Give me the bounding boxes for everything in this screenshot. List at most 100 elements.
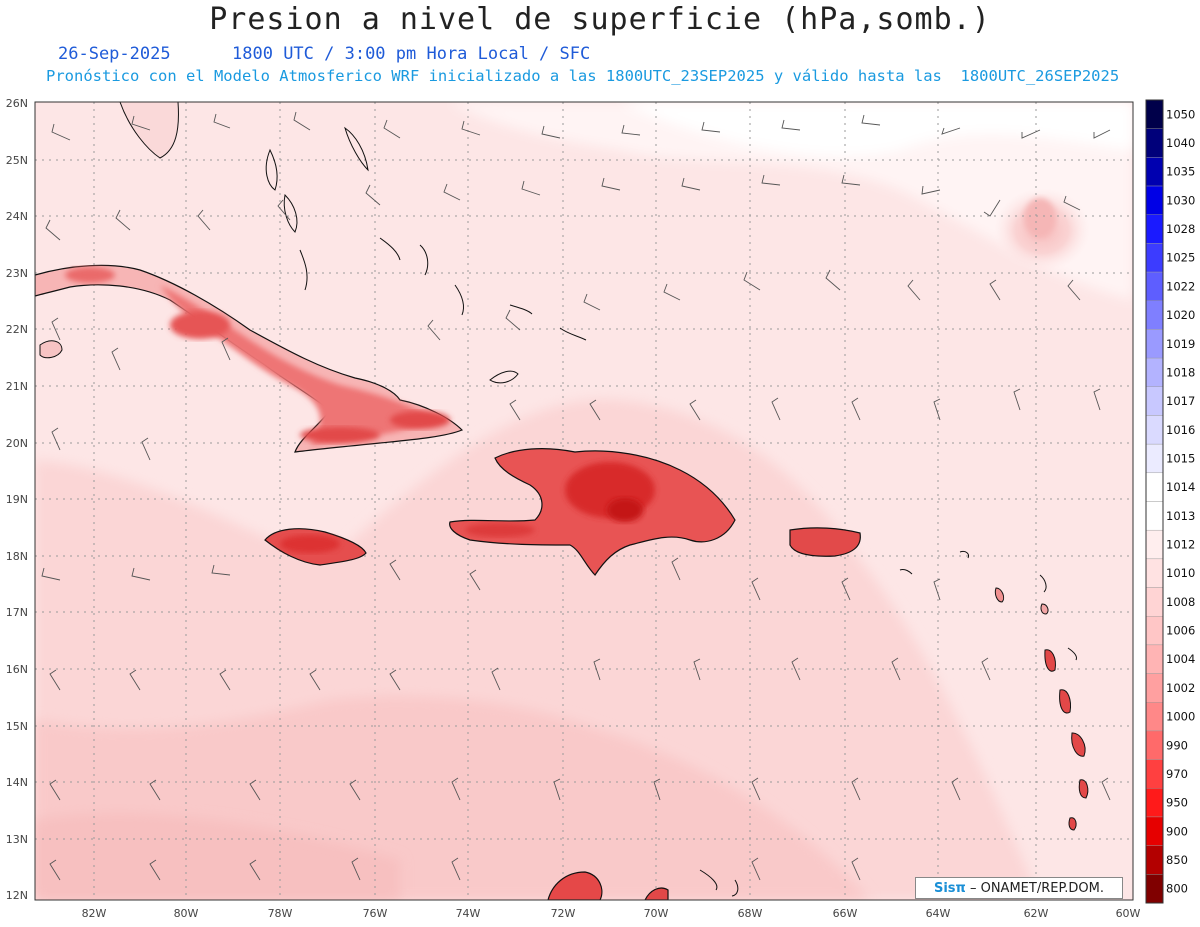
colorbar-swatch [1145,587,1164,617]
lat-label: 23N [6,267,28,280]
lon-label: 66W [833,907,858,920]
lat-label: 26N [6,97,28,110]
lon-label: 72W [551,907,576,920]
colorbar-label: 1035 [1166,165,1195,179]
colorbar-label: 1025 [1166,251,1195,265]
colorbar-label: 1019 [1166,337,1195,351]
model-info-line: Pronóstico con el Modelo Atmosferico WRF… [46,67,1120,85]
colorbar-label: 1022 [1166,279,1195,293]
colorbar-swatch [1145,300,1164,330]
lat-label: 18N [6,550,28,563]
credit-text: – ONAMET/REP.DOM. [969,881,1104,896]
wind-barbs [41,111,1111,881]
colorbar-swatch [1145,529,1164,560]
colorbar-label: 1017 [1166,394,1195,408]
colorbar-label: 1012 [1166,538,1195,552]
colorbar-label: 1030 [1166,193,1195,207]
colorbar-frame [1145,99,1164,904]
colorbar-label: 1004 [1166,652,1195,666]
map-title: Presion a nivel de superficie (hPa,somb.… [209,2,991,37]
lat-label: 21N [6,380,28,393]
lat-label: 24N [6,210,28,223]
colorbar-swatch [1145,673,1164,703]
colorbar-swatch [1145,558,1164,588]
lon-label: 80W [174,907,199,920]
forecast-time: 1800 UTC / 3:00 pm Hora Local / SFC [232,44,591,64]
plot-frame [34,101,1134,901]
colorbar-label: 1000 [1166,710,1195,724]
forecast-date: 26-Sep-2025 [58,44,171,64]
longitude-labels: 82W 80W 78W 76W 74W 72W 70W 68W 66W 64W … [82,907,1141,920]
date-time-line: 26-Sep-2025 1800 UTC / 3:00 pm Hora Loca… [58,44,590,64]
lat-label: 19N [6,493,28,506]
lat-label: 14N [6,776,28,789]
colorbar-swatch [1145,243,1164,273]
colorbar-swatch [1145,271,1164,301]
colorbar-swatch [1145,759,1164,789]
colorbar-label: 970 [1166,767,1188,781]
lon-label: 70W [644,907,669,920]
colorbar-label: 1050 [1166,107,1195,121]
colorbar-swatch [1145,357,1164,387]
colorbar-label: 1020 [1166,308,1195,322]
colorbar-label: 990 [1166,738,1188,752]
colorbar-swatch [1145,730,1164,760]
lon-label: 74W [456,907,481,920]
colorbar-swatch [1145,702,1164,732]
colorbar-label: 1028 [1166,222,1195,236]
colorbar-label: 950 [1166,796,1188,810]
colorbar: 1050 1040 1035 1030 1028 1025 1022 1020 1019 1018… [1145,99,1195,904]
colorbar-label: 1014 [1166,480,1195,494]
colorbar-swatch [1145,329,1164,359]
lon-label: 64W [926,907,951,920]
colorbar-label: 1010 [1166,566,1195,580]
colorbar-swatch [1145,874,1164,904]
lon-label: 68W [738,907,763,920]
lon-label: 62W [1024,907,1049,920]
colorbar-label: 1006 [1166,624,1195,638]
credit-box: Sisπ – ONAMET/REP.DOM. [915,877,1123,899]
lat-label: 17N [6,606,28,619]
colorbar-swatch [1145,157,1164,187]
colorbar-label: 1015 [1166,451,1195,465]
map-field [35,102,1133,900]
colorbar-swatch [1145,443,1164,474]
colorbar-swatch [1145,185,1164,215]
colorbar-swatch [1145,644,1164,674]
colorbar-label: 1002 [1166,681,1195,695]
lon-label: 76W [363,907,388,920]
lat-label: 22N [6,323,28,336]
colorbar-label: 1018 [1166,365,1195,379]
colorbar-swatch [1145,816,1164,846]
colorbar-label: 850 [1166,853,1188,867]
colorbar-label: 1040 [1166,136,1195,150]
lat-label: 16N [6,663,28,676]
colorbar-swatch [1145,99,1164,129]
colorbar-swatch [1145,845,1164,875]
puerto-rico [789,527,861,557]
colorbar-swatch [1145,472,1164,502]
lat-label: 25N [6,154,28,167]
colorbar-swatch [1145,501,1164,531]
colorbar-swatch [1145,788,1164,818]
colorbar-swatch [1145,616,1164,646]
latitude-labels: 26N 25N 24N 23N 22N 21N 20N 19N 18N 17N … [6,97,28,902]
colorbar-swatch [1145,386,1164,416]
landmasses [35,102,1089,900]
lat-label: 20N [6,437,28,450]
colorbar-label: 900 [1166,824,1188,838]
lat-label: 12N [6,889,28,902]
colorbar-label: 800 [1166,882,1188,896]
lon-label: 78W [268,907,293,920]
colorbar-label: 1013 [1166,509,1195,523]
lon-label: 82W [82,907,107,920]
colorbar-swatch [1145,415,1164,445]
colorbar-label: 1008 [1166,595,1195,609]
sispi-logo: Sisπ [933,881,966,896]
lon-label: 60W [1116,907,1141,920]
lat-label: 13N [6,833,28,846]
lat-label: 15N [6,720,28,733]
colorbar-swatch [1145,214,1164,244]
colorbar-label: 1016 [1166,423,1195,437]
